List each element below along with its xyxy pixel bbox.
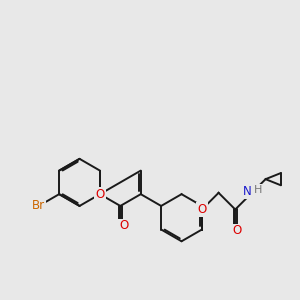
- Text: O: O: [95, 188, 105, 201]
- Text: N: N: [243, 185, 252, 198]
- Text: O: O: [119, 220, 128, 232]
- Text: O: O: [197, 203, 207, 216]
- Text: O: O: [232, 224, 242, 238]
- Text: H: H: [254, 185, 262, 195]
- Text: Br: Br: [32, 200, 45, 212]
